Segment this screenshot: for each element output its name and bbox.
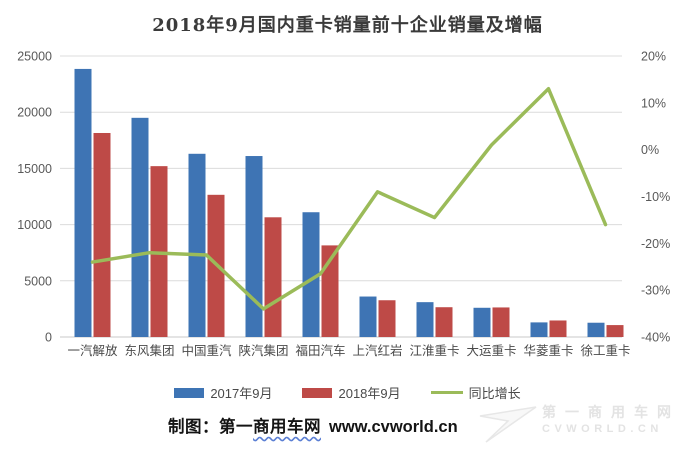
category-label: 陕汽集团: [238, 343, 288, 358]
category-label: 华菱重卡: [523, 343, 573, 358]
legend-item-2017: 2017年9月: [174, 383, 272, 402]
legend-label-2017: 2017年9月: [210, 386, 273, 401]
bar-2017: [131, 117, 149, 337]
bar-2017: [188, 153, 206, 337]
bar-2017: [587, 322, 605, 337]
bar-2018: [435, 307, 453, 337]
caption: 制图：第一商用车网 www.cvworld.cn: [168, 413, 458, 437]
legend-item-2018: 2018年9月: [302, 383, 401, 402]
right-axis-tick: 20%: [641, 50, 666, 64]
category-label: 中国重汽: [181, 343, 232, 358]
chart-title: 2018年9月国内重卡销量前十企业销量及增幅: [152, 15, 543, 36]
legend-item-growth: 同比增长: [430, 383, 521, 402]
bar-2018: [549, 320, 567, 337]
category-label: 江淮重卡: [409, 343, 459, 358]
growth-line: [90, 87, 608, 311]
left-axis-tick: 20000: [17, 106, 52, 120]
category-label: 上汽红岩: [352, 343, 402, 358]
bar-2018: [378, 300, 396, 337]
category-label: 大运重卡: [466, 343, 516, 358]
right-axis-tick: -10%: [641, 190, 670, 204]
category-label: 东风集团: [124, 343, 174, 358]
left-axis-tick: 25000: [17, 50, 52, 64]
bar-2018: [264, 217, 282, 337]
right-axis-tick: -20%: [641, 237, 670, 251]
right-axis-tick: 10%: [641, 96, 666, 110]
legend-swatch-2018: [302, 387, 333, 398]
left-axis-tick: 0: [45, 331, 52, 345]
left-axis-tick: 15000: [17, 162, 52, 176]
caption-prefix: 制图：第一: [168, 417, 253, 436]
legend-label-2018: 2018年9月: [338, 386, 401, 401]
watermark-line2: CVWORLD.CN: [542, 423, 663, 435]
caption-source: 商用车网: [253, 417, 321, 436]
bar-2017: [245, 156, 263, 337]
watermark-text: 第一商用车网 CVWORLD.CN: [542, 402, 680, 435]
bar-2017: [530, 322, 548, 337]
right-axis-tick: -30%: [641, 284, 670, 298]
right-axis-tick: 0%: [641, 143, 659, 157]
category-label: 徐工重卡: [580, 343, 630, 358]
bar-2018: [492, 307, 510, 337]
category-label: 福田汽车: [295, 343, 345, 358]
caption-url: www.cvworld.cn: [329, 418, 458, 436]
legend: 2017年9月 2018年9月 同比增长: [0, 383, 695, 402]
category-label: 一汽解放: [67, 343, 118, 358]
watermark: 第一商用车网 CVWORLD.CN: [478, 402, 680, 446]
bar-2017: [302, 212, 320, 337]
bar-2017: [359, 296, 377, 337]
legend-label-growth: 同比增长: [468, 386, 521, 401]
left-axis-tick: 10000: [17, 218, 52, 232]
bar-2017: [473, 307, 491, 337]
bar-2017: [74, 68, 92, 338]
left-axis-tick: 5000: [24, 274, 52, 288]
watermark-line1: 第一商用车网: [542, 404, 680, 420]
watermark-flag-icon: [479, 406, 537, 443]
bar-2018: [93, 132, 111, 337]
right-axis-tick: -40%: [641, 331, 670, 345]
legend-swatch-growth: [430, 391, 463, 394]
bar-2017: [416, 302, 434, 337]
bar-2018: [606, 325, 624, 337]
legend-swatch-2017: [174, 387, 205, 398]
